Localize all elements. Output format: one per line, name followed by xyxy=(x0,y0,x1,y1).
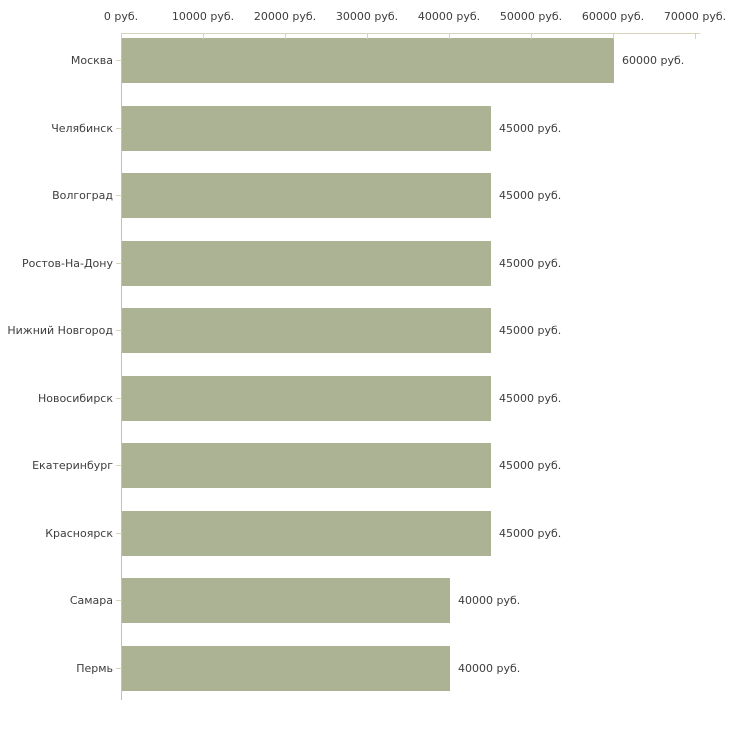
x-tick-label: 70000 руб. xyxy=(663,10,727,23)
bar-row: Волгоград 45000 руб. xyxy=(0,168,730,236)
value-label: 40000 руб. xyxy=(458,594,521,607)
category-cell: Новосибирск xyxy=(0,376,122,421)
category-cell: Москва xyxy=(0,38,122,83)
x-tick-mark xyxy=(121,33,122,39)
bar-row: Ростов-На-Дону 45000 руб. xyxy=(0,236,730,304)
x-tick-mark xyxy=(531,33,532,39)
bar xyxy=(122,173,491,218)
x-tick-mark xyxy=(203,33,204,39)
category-label: Нижний Новгород xyxy=(7,324,113,337)
bar-area: 45000 руб. xyxy=(122,308,730,353)
value-label: 60000 руб. xyxy=(622,54,685,67)
x-tick-mark xyxy=(449,33,450,39)
y-tick-mark xyxy=(116,600,122,601)
y-tick-mark xyxy=(116,195,122,196)
bar xyxy=(122,240,491,286)
bar xyxy=(122,105,491,151)
bar xyxy=(122,38,614,83)
x-axis-line xyxy=(121,33,700,34)
y-tick-mark xyxy=(116,532,122,534)
y-tick-mark xyxy=(116,330,122,331)
value-label: 45000 руб. xyxy=(499,256,562,270)
bar-area: 45000 руб. xyxy=(122,443,730,488)
bar-row: Москва 60000 руб. xyxy=(0,33,730,101)
category-cell: Самара xyxy=(0,578,122,623)
bar xyxy=(122,510,491,556)
bar-area: 45000 руб. xyxy=(122,240,730,286)
category-label: Самара xyxy=(69,594,113,607)
value-label: 45000 руб. xyxy=(499,121,562,135)
y-axis-line xyxy=(121,33,122,700)
x-tick-label: 30000 руб. xyxy=(335,10,399,23)
category-label: Ростов-На-Дону xyxy=(21,256,113,270)
y-tick-mark xyxy=(116,127,122,129)
x-tick-mark xyxy=(695,33,696,39)
category-label: Екатеринбург xyxy=(32,459,113,472)
bar xyxy=(122,375,491,421)
bar xyxy=(122,578,450,623)
bar xyxy=(122,645,450,691)
bar-area: 40000 руб. xyxy=(122,645,730,691)
category-label: Челябинск xyxy=(51,121,113,135)
bar xyxy=(122,443,491,488)
x-tick-mark xyxy=(285,33,286,39)
value-label: 45000 руб. xyxy=(499,526,562,540)
x-tick-mark xyxy=(613,33,614,39)
bar-row: Нижний Новгород 45000 руб. xyxy=(0,303,730,371)
bar-area: 45000 руб. xyxy=(122,173,730,218)
category-cell: Красноярск xyxy=(0,511,122,556)
bar-row: Челябинск 45000 руб. xyxy=(0,101,730,169)
bar-row: Пермь 40000 руб. xyxy=(0,641,730,709)
bar-row: Екатеринбург 45000 руб. xyxy=(0,438,730,506)
category-cell: Пермь xyxy=(0,646,122,691)
bar-row: Самара 40000 руб. xyxy=(0,573,730,641)
category-cell: Екатеринбург xyxy=(0,443,122,488)
y-tick-mark xyxy=(116,60,122,61)
x-tick-label: 60000 руб. xyxy=(581,10,645,23)
category-label: Москва xyxy=(70,54,113,67)
value-label: 45000 руб. xyxy=(499,391,562,405)
bar-area: 45000 руб. xyxy=(122,105,730,151)
bar-area: 40000 руб. xyxy=(122,578,730,623)
bar-rows: Москва 60000 руб. Челябинск 45000 руб. Волго… xyxy=(0,33,730,708)
y-tick-mark xyxy=(116,397,122,399)
bar xyxy=(122,308,491,353)
bar-area: 60000 руб. xyxy=(122,38,730,83)
category-label: Новосибирск xyxy=(37,391,113,405)
category-cell: Ростов-На-Дону xyxy=(0,241,122,286)
x-tick-label: 0 руб. xyxy=(103,10,139,23)
x-tick-mark xyxy=(367,33,368,39)
x-tick-label: 20000 руб. xyxy=(253,10,317,23)
category-cell: Челябинск xyxy=(0,106,122,151)
bar-area: 45000 руб. xyxy=(122,375,730,421)
bar-row: Красноярск 45000 руб. xyxy=(0,506,730,574)
category-cell: Волгоград xyxy=(0,173,122,218)
y-tick-mark xyxy=(116,667,122,669)
value-label: 45000 руб. xyxy=(499,459,562,472)
bar-area: 45000 руб. xyxy=(122,510,730,556)
y-tick-mark xyxy=(116,262,122,264)
category-label: Волгоград xyxy=(52,189,113,202)
x-tick-label: 50000 руб. xyxy=(499,10,563,23)
value-label: 40000 руб. xyxy=(458,661,521,675)
value-label: 45000 руб. xyxy=(499,324,562,337)
x-tick-label: 10000 руб. xyxy=(171,10,235,23)
category-label: Пермь xyxy=(76,661,113,675)
bar-row: Новосибирск 45000 руб. xyxy=(0,371,730,439)
category-label: Красноярск xyxy=(45,526,113,540)
y-tick-mark xyxy=(116,465,122,466)
category-cell: Нижний Новгород xyxy=(0,308,122,353)
value-label: 45000 руб. xyxy=(499,189,562,202)
x-tick-label: 40000 руб. xyxy=(417,10,481,23)
